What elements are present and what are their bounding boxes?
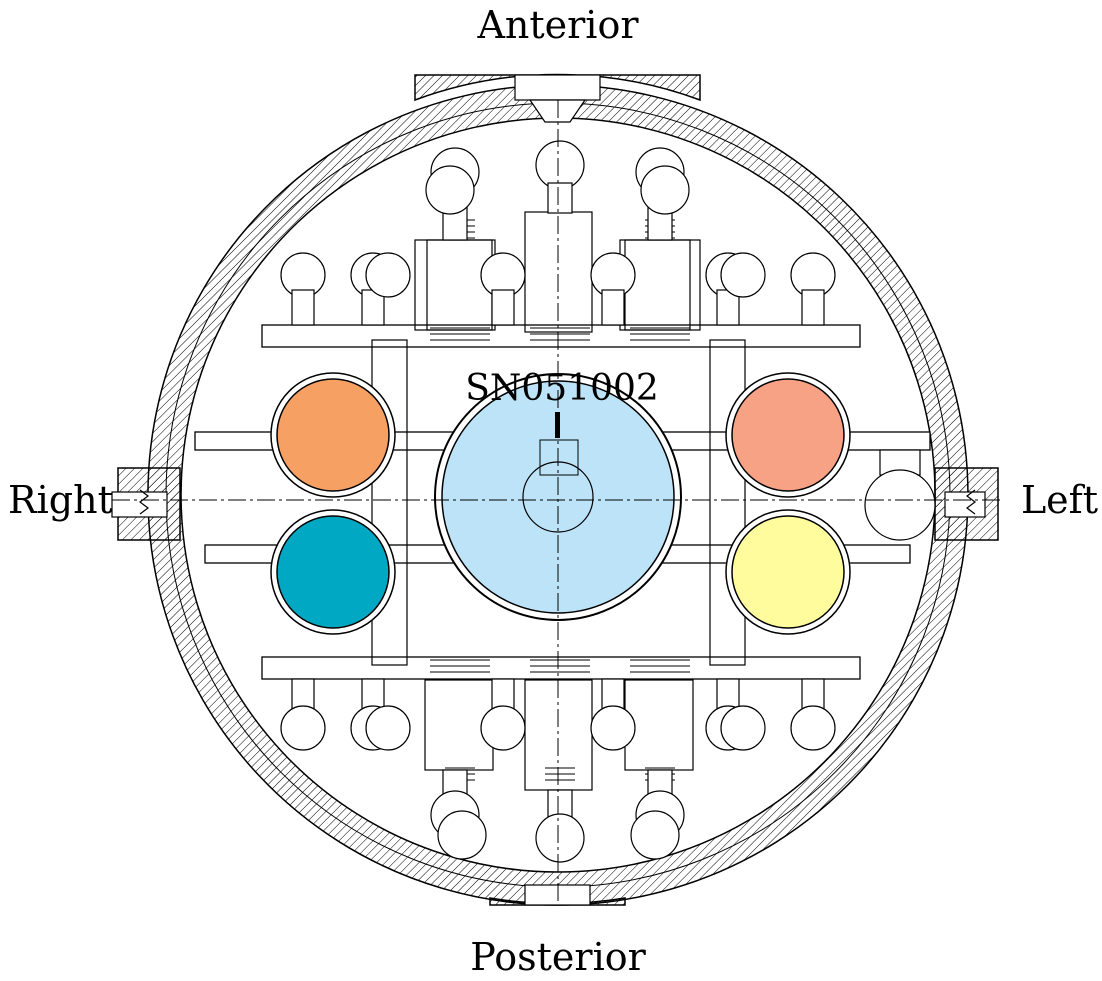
left-label: Left	[1021, 478, 1098, 522]
anterior-label: Anterior	[476, 3, 639, 47]
posterior-label: Posterior	[470, 935, 646, 979]
insert-upper-left-of-image	[276, 378, 390, 492]
insert-lower-right-of-image	[731, 515, 845, 629]
serial-number-label: SN051002	[465, 368, 659, 409]
left-side-fitting	[934, 467, 999, 541]
top-knobs	[280, 140, 836, 326]
empty-socket	[864, 449, 936, 541]
bottom-knobs	[280, 678, 836, 863]
right-label: Right	[8, 478, 113, 522]
insert-upper-right-of-image	[731, 378, 845, 492]
right-side-fitting	[111, 467, 181, 541]
centerlines	[112, 100, 1000, 905]
anterior-boss	[414, 73, 701, 123]
insert-lower-left-of-image	[276, 515, 390, 629]
center-insert	[434, 373, 682, 621]
color-inserts	[270, 372, 851, 635]
